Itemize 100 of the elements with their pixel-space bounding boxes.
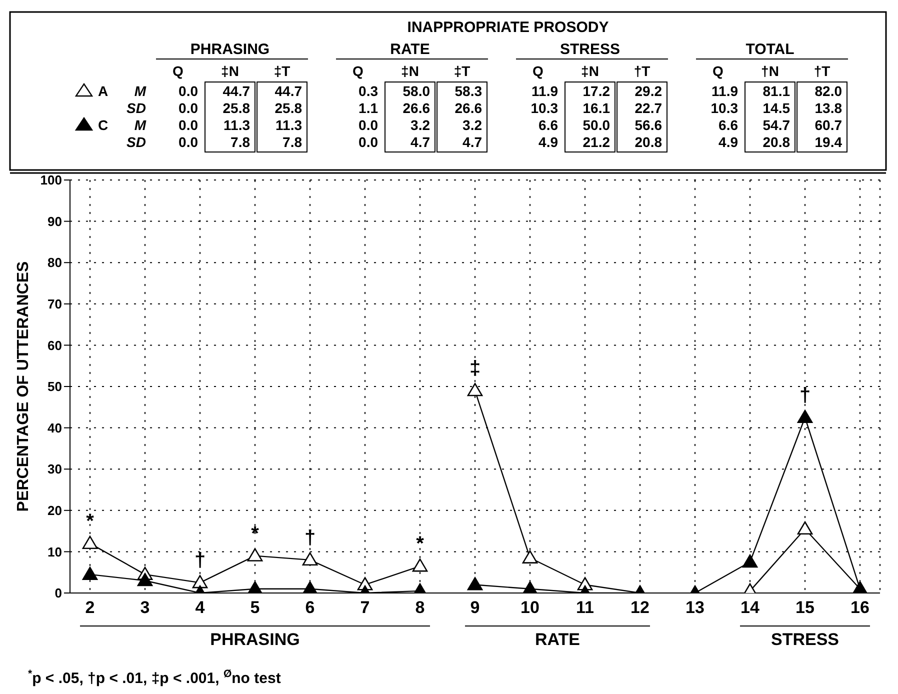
- annotation: *: [251, 522, 260, 545]
- data-label: 16.1: [582, 100, 610, 116]
- x-tick-label: 2: [85, 598, 95, 618]
- x-tick-label: †N: [761, 63, 779, 79]
- data-label: 17.2: [582, 83, 610, 99]
- y-tick-label: SD: [126, 134, 146, 150]
- y-tick-label: 100: [40, 172, 62, 188]
- x-tick-label: 16: [850, 598, 870, 618]
- y-tick-label: 20: [48, 503, 62, 518]
- y-tick-label: M: [134, 117, 146, 133]
- data-label: 56.6: [634, 117, 662, 133]
- x-tick-label: 8: [415, 598, 425, 618]
- data-label: 11.3: [224, 117, 250, 133]
- data-label: 13.8: [814, 100, 842, 116]
- text: A: [98, 83, 108, 99]
- data-label: 50.0: [582, 117, 610, 133]
- data-label: 4.9: [538, 134, 558, 150]
- x-tick-label: 4: [195, 598, 206, 618]
- y-tick-label: 80: [48, 255, 62, 270]
- x-tick-label: Q: [352, 63, 364, 79]
- x-tick-label: 7: [360, 598, 370, 618]
- data-label: 44.7: [274, 83, 302, 99]
- text: STRESS: [560, 41, 620, 58]
- data-label: 21.2: [582, 134, 610, 150]
- text: $^{*}$p < .05, †p < .01, ‡p < .001, $^{Ø}$no test: [28, 668, 281, 687]
- data-label: 0.0: [358, 117, 378, 133]
- y-tick-label: 60: [48, 338, 62, 353]
- y-tick-label: 30: [48, 462, 62, 477]
- x-tick-label: ‡T: [454, 63, 471, 79]
- data-label: 4.7: [410, 134, 430, 150]
- data-label: 58.3: [454, 83, 482, 99]
- x-tick-label: 13: [686, 598, 704, 618]
- data-label: 58.0: [402, 83, 430, 99]
- data-label: 6.6: [718, 117, 738, 133]
- x-tick-label: 12: [630, 598, 650, 618]
- data-label: 0.3: [358, 83, 378, 99]
- data-label: 1.1: [358, 100, 378, 116]
- x-tick-label: ‡T: [274, 63, 291, 79]
- x-tick-label: 3: [140, 598, 150, 618]
- data-label: 11.9: [532, 83, 558, 99]
- x-tick-label: 9: [470, 598, 480, 618]
- x-tick-label: Q: [712, 63, 724, 79]
- x-tick-label: Q: [532, 63, 544, 79]
- y-tick-label: 50: [48, 379, 62, 394]
- data-label: 60.7: [814, 117, 842, 133]
- x-tick-label: †T: [814, 63, 831, 79]
- data-label: 82.0: [814, 83, 842, 99]
- data-label: 11.3: [276, 117, 302, 133]
- y-tick-label: SD: [126, 100, 146, 116]
- data-label: 29.2: [634, 83, 662, 99]
- data-label: 19.4: [814, 134, 842, 150]
- data-label: 3.2: [462, 117, 482, 133]
- data-label: 11.9: [712, 83, 738, 99]
- data-label: 0.0: [358, 134, 378, 150]
- chart-title: INAPPROPRIATE PROSODY: [407, 19, 609, 36]
- x-tick-label: 10: [520, 598, 540, 618]
- text: STRESS: [770, 630, 840, 649]
- x-tick-label: 14: [740, 598, 760, 618]
- data-label: 44.7: [222, 83, 250, 99]
- data-label: 14.5: [762, 100, 790, 116]
- x-tick-label: 5: [250, 598, 260, 618]
- data-label: 54.7: [762, 117, 790, 133]
- y-tick-label: 0: [54, 586, 62, 601]
- data-label: 4.7: [462, 134, 482, 150]
- y-tick-label: M: [134, 83, 146, 99]
- data-label: 10.3: [530, 100, 558, 116]
- x-tick-label: ‡N: [581, 63, 599, 79]
- x-tick-label: 6: [305, 598, 315, 618]
- data-label: 3.2: [410, 117, 430, 133]
- y-tick-label: 10: [48, 544, 62, 560]
- data-label: 0.0: [178, 83, 198, 99]
- data-label: 6.6: [538, 117, 558, 133]
- y-tick-label: 70: [48, 296, 62, 312]
- data-label: 0.0: [178, 100, 198, 116]
- data-label: 81.1: [762, 83, 790, 99]
- x-tick-label: Q: [172, 63, 184, 79]
- text: C: [98, 117, 108, 133]
- data-label: 7.8: [282, 134, 302, 150]
- data-label: 4.9: [718, 134, 738, 150]
- x-tick-label: 15: [796, 598, 814, 618]
- x-tick-label: ‡N: [221, 63, 239, 79]
- data-label: 20.8: [634, 134, 662, 150]
- text: RATE: [534, 630, 580, 649]
- x-tick-label: †T: [634, 63, 651, 79]
- data-label: 20.8: [762, 134, 790, 150]
- y-tick-label: 40: [48, 420, 62, 436]
- data-label: 0.0: [178, 117, 198, 133]
- text: PHRASING: [190, 41, 270, 58]
- data-label: 10.3: [710, 100, 738, 116]
- data-label: 7.8: [230, 134, 250, 150]
- y-axis-title: PERCENTAGE OF UTTERANCES: [15, 260, 32, 512]
- data-label: 0.0: [178, 134, 198, 150]
- data-label: 26.6: [402, 100, 430, 116]
- x-tick-label: ‡N: [401, 63, 419, 79]
- data-label: 26.6: [454, 100, 482, 116]
- data-label: 22.7: [634, 100, 662, 116]
- x-tick-label: 11: [576, 598, 594, 618]
- y-tick-label: 90: [48, 214, 62, 229]
- text: PHRASING: [210, 630, 300, 649]
- data-label: 25.8: [274, 100, 302, 116]
